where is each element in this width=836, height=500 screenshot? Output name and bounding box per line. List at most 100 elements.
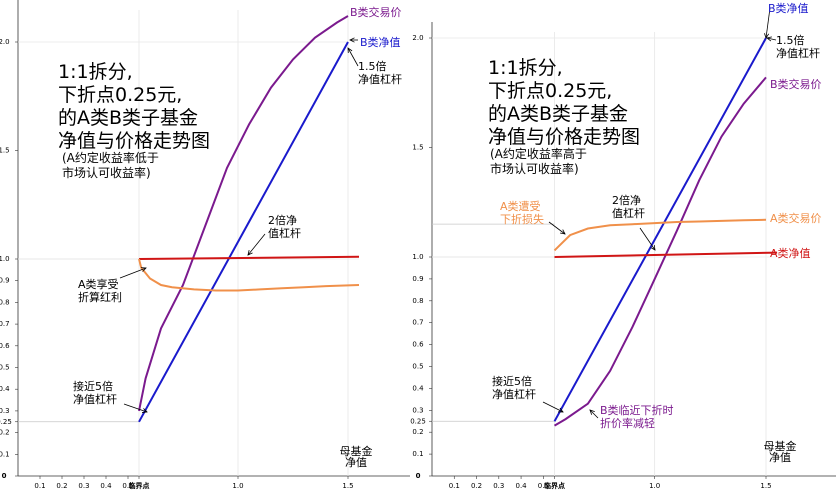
x-tick-label: 0.2 [471, 482, 482, 490]
x-tick-label: 0.1 [34, 482, 45, 490]
y-tick-label: 0.5 [0, 364, 10, 372]
annotation-line: 2倍净 [268, 213, 297, 227]
annotation-arrow [589, 409, 599, 419]
annotation-arrow [765, 7, 771, 39]
y-tick-label: 2.0 [0, 38, 10, 46]
y-tick-label: 0.6 [412, 341, 424, 349]
annotation-line: 2倍净 [612, 193, 641, 207]
annotation: 1.5倍净值杠杆 [358, 59, 402, 86]
annotation-line: B类净值 [360, 35, 401, 49]
annotation: 接近5倍净值杠杆 [492, 374, 536, 401]
chart-title-line: 下折点0.25元, [58, 84, 182, 106]
annotation: B类交易价 [350, 5, 402, 19]
series-line-3 [554, 251, 778, 258]
x-axis-label-line: 母基金 [764, 439, 797, 453]
y-tick-label: 0.7 [0, 320, 10, 328]
x-axis-label-line: 净值 [345, 455, 367, 469]
chart-title-line: 1:1拆分, [58, 61, 133, 83]
annotation-arrowhead [766, 36, 772, 42]
chart-subtitle-line: 市场认可收益率) [62, 165, 151, 180]
annotation-line: 净值杠杆 [73, 392, 117, 406]
x-axis-label: 母基金净值 [764, 439, 797, 464]
y-tick-label: 0.1 [412, 450, 423, 458]
annotation: A类遭受下折损失 [500, 199, 544, 226]
x-tick-label: 0.3 [493, 482, 504, 490]
annotation-line: 净值杠杆 [358, 72, 402, 86]
y-tick-label: 0.25 [410, 417, 426, 425]
annotation-line: A类交易价 [770, 211, 822, 225]
chart-title-line: 净值与价格走势图 [488, 126, 640, 148]
chart-title-line: 的A类B类子基金 [58, 107, 198, 129]
x-axis-label-line: 母基金 [340, 444, 373, 458]
annotation: 2倍净值杠杆 [268, 213, 301, 240]
y-tick-label: 0.5 [412, 363, 423, 371]
annotation-arrow [548, 221, 566, 235]
annotation: A类交易价 [770, 211, 822, 225]
chart-title-line: 的A类B类子基金 [488, 103, 628, 125]
annotation-line: A类遭受 [500, 199, 541, 213]
chart-title-line: 1:1拆分, [488, 57, 563, 79]
chart-subtitle-line: (A约定收益率高于 [490, 146, 587, 161]
series-line-2 [138, 41, 349, 423]
annotation-arrowhead [560, 229, 566, 235]
series-line-2 [553, 76, 767, 427]
annotation: 1.5倍净值杠杆 [776, 33, 820, 60]
x-tick-label: 1.5 [760, 482, 771, 490]
x-tick-label: 0.1 [449, 482, 460, 490]
annotation-line: 值杠杆 [268, 226, 301, 240]
annotation-arrow [123, 403, 148, 413]
annotation-line: 下折损失 [500, 212, 544, 226]
y-tick-label: 0.1 [0, 450, 10, 458]
series-line-4 [138, 258, 360, 292]
x-tick-label: 临界点 [544, 481, 565, 490]
chart-title-line: 净值与价格走势图 [58, 130, 210, 152]
y-tick-label: 0.4 [412, 384, 424, 392]
annotation-line: 折算红利 [78, 290, 122, 304]
annotation: A类享受折算红利 [78, 277, 122, 304]
annotation-arrow [247, 233, 266, 256]
x-tick-label: 1.0 [649, 482, 660, 490]
y-tick-label: 0 [416, 472, 421, 480]
annotation-arrow [542, 401, 564, 413]
annotation: B类临近下折时折价率减轻 [600, 403, 674, 430]
annotation-arrowhead [349, 37, 355, 43]
y-tick-label: 0.9 [412, 275, 423, 283]
annotation-line: 净值杠杆 [492, 387, 536, 401]
y-tick-label: 1.5 [412, 144, 423, 152]
annotation-arrowhead [589, 409, 595, 415]
x-tick-label: 1.0 [232, 482, 243, 490]
y-tick-label: 0.25 [0, 418, 12, 426]
annotation-arrowhead [140, 267, 147, 272]
annotation: B类净值 [360, 35, 401, 49]
chart-panel-1: 2.0 1.5 1.0 0.9 0.8 0.7 0.6 0.5 0.4 0.3 0.25 0.2 0.1… [0, 0, 410, 490]
y-tick-label: 0.2 [412, 428, 423, 436]
chart-title-line: 下折点0.25元, [488, 80, 612, 102]
annotation-line: A类享受 [78, 277, 119, 291]
annotation-line: B类交易价 [770, 77, 822, 91]
chart-panel-2: 2.0 1.5 1.0 0.9 0.8 0.7 0.6 0.5 0.4 0.3 0.25 0.2 0.1… [410, 1, 836, 490]
y-tick-label: 1.0 [0, 255, 10, 263]
annotation-arrow [119, 267, 147, 279]
x-tick-label: 0.3 [78, 482, 89, 490]
y-tick-label: 2.0 [412, 34, 423, 42]
series-line-3 [138, 255, 360, 260]
annotation-arrowhead [347, 47, 353, 54]
annotation-line: 折价率减轻 [600, 416, 655, 430]
x-tick-label: 0.4 [515, 482, 527, 490]
y-tick-label: 0.2 [0, 429, 10, 437]
annotation-arrowhead [247, 250, 253, 256]
annotation-line: 净值杠杆 [776, 46, 820, 60]
chart-subtitle: (A约定收益率低于市场认可收益率) [62, 150, 159, 180]
x-axis-label-line: 净值 [769, 450, 791, 464]
annotation: A类净值 [770, 246, 811, 260]
y-tick-label: 0 [2, 472, 7, 480]
annotation-line: 接近5倍 [492, 374, 532, 388]
x-axis-label: 母基金净值 [340, 444, 373, 469]
annotation-arrowhead [141, 408, 148, 413]
annotation: 接近5倍净值杠杆 [73, 379, 117, 406]
chart-title: 1:1拆分,下折点0.25元,的A类B类子基金净值与价格走势图 [58, 61, 210, 152]
annotation: B类净值 [768, 1, 809, 15]
y-tick-label: 0.3 [412, 406, 423, 414]
y-tick-label: 0.9 [0, 277, 10, 285]
